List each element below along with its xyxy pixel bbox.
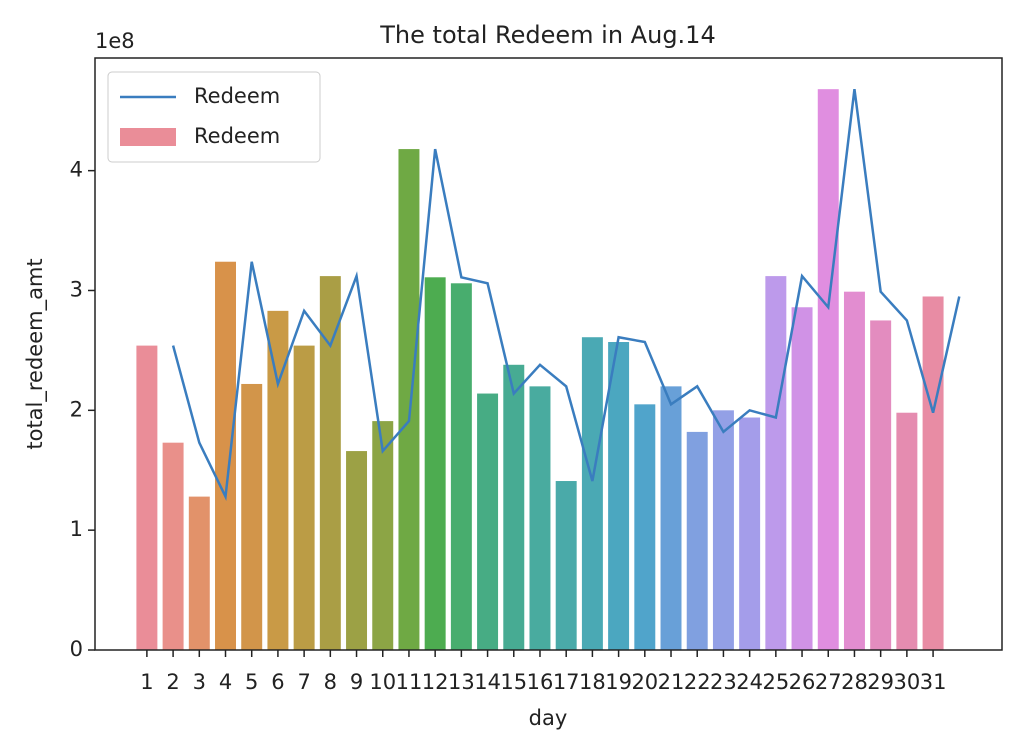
x-tick-label: 22 (684, 670, 711, 694)
x-tick-label: 26 (789, 670, 816, 694)
x-tick-label: 28 (841, 670, 868, 694)
bar (896, 412, 918, 650)
bar (215, 261, 236, 650)
bar (739, 417, 761, 650)
bar (346, 451, 368, 650)
x-tick-label: 5 (245, 670, 258, 694)
x-tick-label: 17 (553, 670, 580, 694)
bar (293, 345, 315, 650)
plot-frame (94, 57, 1003, 651)
bar (660, 386, 682, 650)
x-tick-label: 8 (324, 670, 337, 694)
bar (843, 291, 865, 650)
x-tick-label: 20 (631, 670, 658, 694)
bar (529, 386, 551, 650)
bar (424, 277, 446, 650)
x-tick-label: 27 (815, 670, 842, 694)
x-tick-label: 23 (710, 670, 737, 694)
y-tick-label: 2 (70, 397, 83, 421)
x-tick-label: 24 (736, 670, 763, 694)
y-tick-label: 1 (70, 517, 83, 541)
x-tick-label: 7 (297, 670, 310, 694)
bar (319, 276, 341, 650)
x-axis-label: day (529, 706, 568, 730)
bar (503, 364, 525, 650)
y-tick-label: 4 (70, 158, 83, 182)
bar (870, 320, 892, 650)
x-tick-label: 15 (500, 670, 527, 694)
x-tick-label: 6 (271, 670, 284, 694)
bar (162, 442, 184, 650)
bar (477, 393, 499, 650)
bar (686, 431, 708, 650)
x-tick-label: 19 (605, 670, 632, 694)
y-offset-label: 1e8 (95, 29, 135, 53)
x-tick-label: 31 (920, 670, 947, 694)
x-tick-label: 12 (422, 670, 449, 694)
y-axis-label: total_redeem_amt (23, 258, 48, 449)
legend-label: Redeem (194, 84, 280, 108)
x-tick-label: 18 (579, 670, 606, 694)
bar (267, 310, 289, 650)
bar (581, 337, 603, 650)
bar (450, 283, 472, 650)
x-tick-label: 3 (193, 670, 206, 694)
bar (398, 149, 420, 651)
legend-patch (120, 128, 176, 146)
bar (555, 481, 577, 650)
x-tick-label: 21 (658, 670, 685, 694)
x-tick-label: 2 (166, 670, 179, 694)
x-tick-label: 13 (448, 670, 475, 694)
bar (817, 89, 839, 650)
y-tick-label: 3 (70, 277, 83, 301)
bar (765, 276, 787, 650)
legend-label: Redeem (194, 124, 280, 148)
x-tick-label: 14 (474, 670, 501, 694)
x-tick-label: 11 (396, 670, 423, 694)
bar (634, 404, 656, 650)
x-tick-label: 1 (140, 670, 153, 694)
x-tick-label: 4 (219, 670, 232, 694)
chart-title: The total Redeem in Aug.14 (379, 21, 715, 49)
x-tick-label: 25 (762, 670, 789, 694)
x-tick-label: 16 (527, 670, 554, 694)
bar (372, 421, 394, 650)
x-tick-label: 9 (350, 670, 363, 694)
bar (922, 296, 944, 650)
x-tick-label: 10 (369, 670, 396, 694)
bar (241, 383, 263, 650)
x-tick-label: 30 (894, 670, 921, 694)
y-tick-label: 0 (70, 637, 83, 661)
bar (712, 410, 734, 650)
x-tick-label: 29 (867, 670, 894, 694)
bar (791, 307, 813, 650)
bar (608, 342, 630, 650)
bar (188, 496, 210, 650)
line (171, 88, 961, 502)
bar (136, 345, 158, 650)
